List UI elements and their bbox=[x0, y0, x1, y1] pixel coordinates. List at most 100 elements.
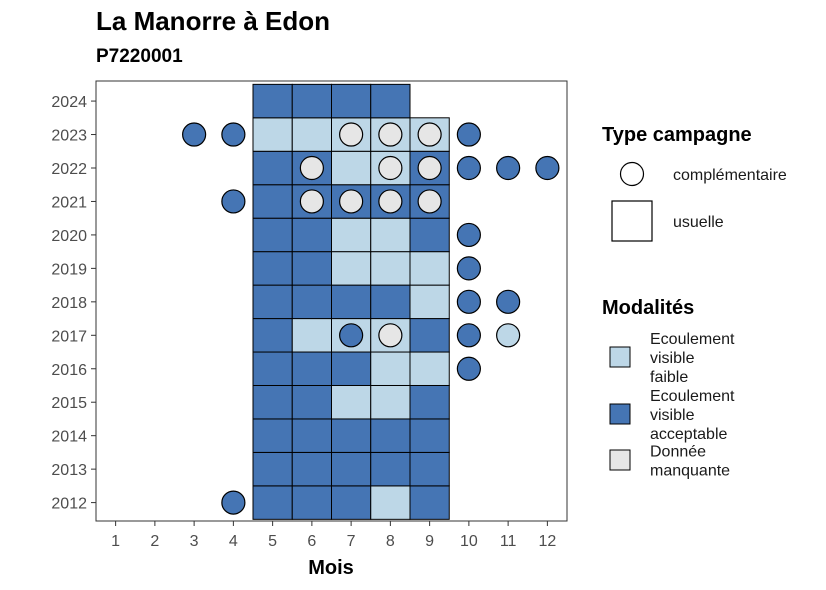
legend-label-acceptable: Ecoulement visible acceptable bbox=[650, 388, 735, 443]
tile-2024-5 bbox=[252, 83, 293, 119]
tile-2019-9 bbox=[409, 251, 450, 286]
point-2023-7 bbox=[339, 122, 364, 147]
point-2012-4 bbox=[221, 490, 246, 515]
legend-key-faible bbox=[609, 346, 631, 368]
x-axis: 1 2 3 4 5 6 7 8 9 10 11 12 bbox=[111, 521, 556, 550]
tile-2022-7 bbox=[331, 150, 372, 186]
tile-2023-5 bbox=[252, 117, 293, 152]
tile-2013-7 bbox=[331, 451, 372, 487]
point-2017-11 bbox=[496, 323, 521, 348]
tile-2013-6 bbox=[291, 451, 332, 487]
legend-label-faible: Ecoulement visible faible bbox=[650, 331, 735, 386]
tile-2013-9 bbox=[409, 451, 450, 487]
y-tick-label-2019: 2019 bbox=[51, 261, 87, 278]
x-tick-label-9: 9 bbox=[425, 533, 434, 550]
tile-2019-6 bbox=[291, 251, 332, 286]
y-tick-label-2020: 2020 bbox=[51, 228, 87, 245]
point-2022-6 bbox=[299, 155, 324, 181]
legend-key-acceptable bbox=[609, 403, 631, 425]
legend-key-usuelle bbox=[611, 200, 653, 242]
tile-2014-8 bbox=[370, 418, 411, 453]
tile-2012-8 bbox=[370, 485, 411, 520]
point-2022-8 bbox=[378, 155, 403, 181]
point-2018-11 bbox=[496, 289, 521, 314]
tile-2012-5 bbox=[252, 485, 293, 520]
tile-2016-9 bbox=[409, 351, 450, 386]
tile-2014-7 bbox=[331, 418, 372, 453]
point-2022-12 bbox=[535, 155, 560, 181]
tile-2019-7 bbox=[331, 251, 372, 286]
point-2021-9 bbox=[417, 189, 442, 214]
y-tick-label-2015: 2015 bbox=[51, 395, 87, 412]
point-2023-4 bbox=[221, 122, 246, 147]
y-tick-label-2016: 2016 bbox=[51, 362, 87, 379]
tile-2017-6 bbox=[291, 318, 332, 353]
y-axis: 2012 2013 2014 2015 2016 2017 2018 2019 2020 2021… bbox=[51, 94, 96, 513]
tile-2018-5 bbox=[252, 284, 293, 320]
tile-2019-5 bbox=[252, 251, 293, 286]
tile-2015-5 bbox=[252, 384, 293, 420]
x-tick-label-7: 7 bbox=[347, 533, 356, 550]
tile-2024-6 bbox=[291, 83, 332, 119]
y-tick-label-2023: 2023 bbox=[51, 128, 87, 145]
point-2019-10 bbox=[456, 256, 481, 281]
legend-type-title: Type campagne bbox=[602, 124, 752, 146]
tile-2024-8 bbox=[370, 83, 411, 119]
tile-2020-5 bbox=[252, 217, 293, 253]
point-2022-9 bbox=[417, 155, 442, 181]
x-tick-label-10: 10 bbox=[460, 533, 478, 550]
point-2018-10 bbox=[456, 289, 481, 314]
tile-2020-8 bbox=[370, 217, 411, 253]
tile-2017-5 bbox=[252, 318, 293, 353]
point-2017-8 bbox=[378, 323, 403, 348]
legend-campaign-type: Type campagne complémentaire usuelle bbox=[602, 124, 787, 242]
y-tick-label-2024: 2024 bbox=[51, 94, 87, 111]
legend-key-manquante bbox=[609, 449, 631, 471]
y-tick-label-2017: 2017 bbox=[51, 328, 87, 345]
legend-label-usuelle: usuelle bbox=[673, 214, 724, 231]
tile-2014-5 bbox=[252, 418, 293, 453]
x-tick-label-6: 6 bbox=[307, 533, 316, 550]
tile-2014-9 bbox=[409, 418, 450, 453]
tile-2016-7 bbox=[331, 351, 372, 386]
tile-2018-7 bbox=[331, 284, 372, 320]
tile-2023-6 bbox=[291, 117, 332, 152]
point-2021-6 bbox=[299, 189, 324, 214]
point-2017-7 bbox=[339, 323, 364, 348]
legend-label-complementaire: complémentaire bbox=[673, 167, 787, 184]
point-2020-10 bbox=[456, 222, 481, 248]
x-tick-label-3: 3 bbox=[190, 533, 199, 550]
point-2016-10 bbox=[456, 356, 481, 381]
chart-subtitle: P7220001 bbox=[96, 46, 183, 67]
point-2023-9 bbox=[417, 122, 442, 147]
tile-2012-7 bbox=[331, 485, 372, 520]
tile-2016-8 bbox=[370, 351, 411, 386]
point-2023-10 bbox=[456, 122, 481, 147]
tile-2017-9 bbox=[409, 318, 450, 353]
tile-2020-9 bbox=[409, 217, 450, 253]
point-2021-7 bbox=[339, 189, 364, 214]
tile-2016-6 bbox=[291, 351, 332, 386]
tile-2019-8 bbox=[370, 251, 411, 286]
plot-border bbox=[95, 80, 568, 522]
tile-2016-5 bbox=[252, 351, 293, 386]
point-2021-4 bbox=[221, 189, 246, 214]
tile-2021-5 bbox=[252, 184, 293, 219]
y-tick-label-2021: 2021 bbox=[51, 194, 87, 211]
tile-2012-6 bbox=[291, 485, 332, 520]
legend-label-manquante: Donnée manquante bbox=[650, 444, 730, 480]
chart-title: La Manorre à Edon bbox=[96, 6, 331, 36]
tile-2015-6 bbox=[291, 384, 332, 420]
tile-2018-9 bbox=[409, 284, 450, 320]
x-axis-title: Mois bbox=[308, 557, 354, 579]
x-tick-label-2: 2 bbox=[150, 533, 159, 550]
tile-2020-6 bbox=[291, 217, 332, 253]
x-tick-label-11: 11 bbox=[500, 533, 517, 550]
tile-2015-7 bbox=[331, 384, 372, 420]
tile-2012-9 bbox=[409, 485, 450, 520]
tile-2020-7 bbox=[331, 217, 372, 253]
x-tick-label-8: 8 bbox=[386, 533, 395, 550]
y-tick-label-2014: 2014 bbox=[51, 429, 87, 446]
tile-2022-5 bbox=[252, 150, 293, 186]
plot-panel bbox=[95, 80, 568, 522]
